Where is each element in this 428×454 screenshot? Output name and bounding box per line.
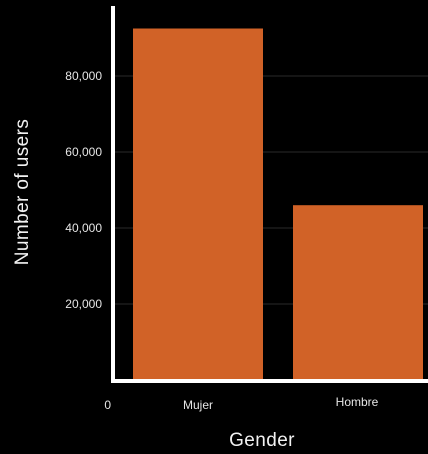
y-tick-label-0: 0 [104,398,111,412]
y-tick-label-4: 80,000 [65,69,102,83]
bar-hombre [293,205,423,380]
axes [111,6,428,383]
y-axis-title: Number of users [12,119,33,265]
y-tick-label-2: 40,000 [65,221,102,235]
x-tick-labels: Mujer Hombre [183,395,379,412]
bar-mujer [133,28,263,380]
bars [133,28,423,380]
y-tick-label-1: 20,000 [65,297,102,311]
y-tick-label-3: 60,000 [65,145,102,159]
x-tick-label-hombre: Hombre [336,395,379,409]
y-tick-labels: 0 20,000 40,000 60,000 80,000 [65,69,111,412]
x-tick-label-mujer: Mujer [183,398,213,412]
x-axis-title: Gender [229,430,295,451]
